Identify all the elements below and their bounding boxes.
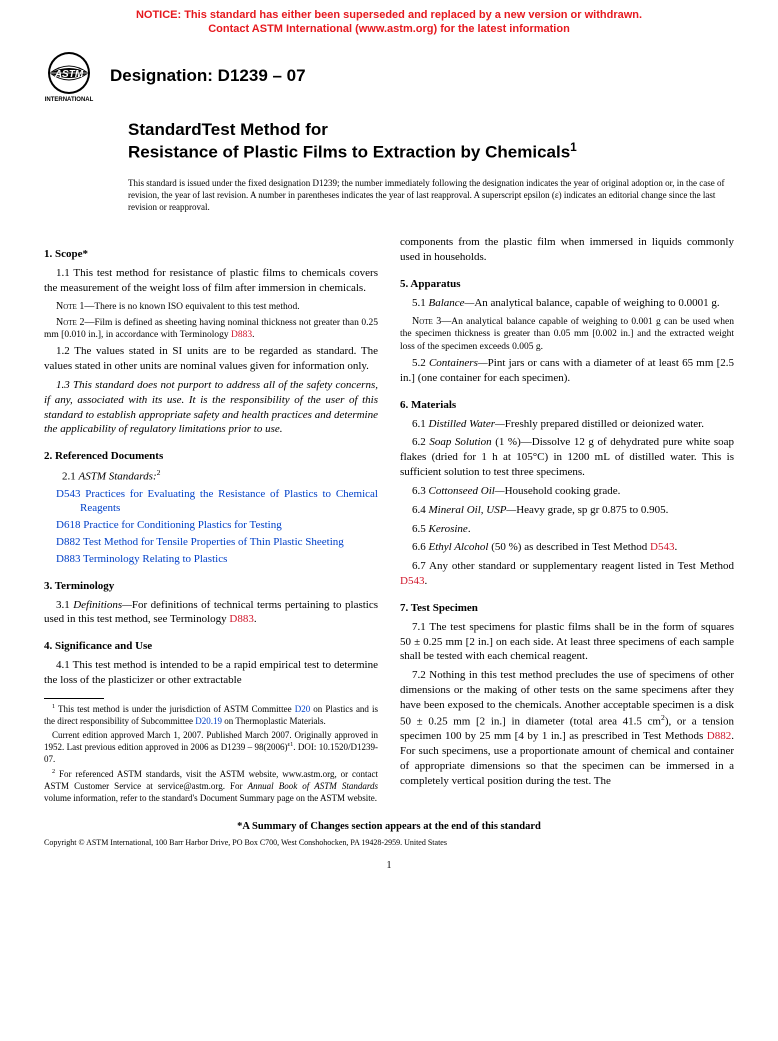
left-column: 1. Scope* 1.1 This test method for resis… <box>44 235 378 806</box>
footnote-1b: Current edition approved March 1, 2007. … <box>44 729 378 765</box>
right-column: components from the plastic film when im… <box>400 235 734 806</box>
footnote-2: 2 For referenced ASTM standards, visit t… <box>44 768 378 804</box>
section-4-head: 4. Significance and Use <box>44 639 378 654</box>
footnote-divider <box>44 698 104 699</box>
para-4-1: 4.1 This test method is intended to be a… <box>44 658 378 688</box>
para-4-1-cont: components from the plastic film when im… <box>400 235 734 265</box>
para-2-1: 2.1 ASTM Standards:2 <box>44 468 378 485</box>
para-6-1: 6.1 Distilled Water—Freshly prepared dis… <box>400 417 734 432</box>
para-5-2: 5.2 Containers—Pint jars or cans with a … <box>400 356 734 386</box>
para-5-1: 5.1 Balance—An analytical balance, capab… <box>400 296 734 311</box>
para-3-1: 3.1 Definitions—For definitions of techn… <box>44 598 378 628</box>
header: ASTM INTERNATIONAL Designation: D1239 – … <box>0 41 778 109</box>
ref-d883: D883 Terminology Relating to Plastics <box>56 552 378 567</box>
title: StandardTest Method for Resistance of Pl… <box>0 109 778 169</box>
section-5-head: 5. Apparatus <box>400 277 734 292</box>
para-6-6: 6.6 Ethyl Alcohol (50 %) as described in… <box>400 540 734 555</box>
section-1-head: 1. Scope* <box>44 247 378 262</box>
section-3-head: 3. Terminology <box>44 579 378 594</box>
svg-text:ASTM: ASTM <box>54 69 84 80</box>
para-6-4: 6.4 Mineral Oil, USP—Heavy grade, sp gr … <box>400 503 734 518</box>
para-6-2: 6.2 Soap Solution (1 %)—Dissolve 12 g of… <box>400 435 734 480</box>
issuance-note: This standard is issued under the fixed … <box>0 169 778 219</box>
para-1-2: 1.2 The values stated in SI units are to… <box>44 344 378 374</box>
copyright: Copyright © ASTM International, 100 Barr… <box>0 838 778 853</box>
svg-text:INTERNATIONAL: INTERNATIONAL <box>45 97 94 103</box>
designation: Designation: D1239 – 07 <box>110 65 306 88</box>
ref-d543: D543 Practices for Evaluating the Resist… <box>56 487 378 517</box>
section-6-head: 6. Materials <box>400 398 734 413</box>
para-7-2: 7.2 Nothing in this test method preclude… <box>400 668 734 788</box>
note-3: Note 3—An analytical balance capable of … <box>400 315 734 354</box>
astm-logo: ASTM INTERNATIONAL <box>40 51 98 103</box>
notice-banner: NOTICE: This standard has either been su… <box>0 0 778 41</box>
footnote-1: 1 This test method is under the jurisdic… <box>44 703 378 727</box>
page-number: 1 <box>0 853 778 885</box>
ref-d882: D882 Test Method for Tensile Properties … <box>56 535 378 550</box>
section-2-head: 2. Referenced Documents <box>44 449 378 464</box>
summary-note: *A Summary of Changes section appears at… <box>0 814 778 838</box>
para-6-7: 6.7 Any other standard or supplementary … <box>400 559 734 589</box>
para-6-3: 6.3 Cottonseed Oil—Household cooking gra… <box>400 484 734 499</box>
para-1-1: 1.1 This test method for resistance of p… <box>44 266 378 296</box>
ref-d618: D618 Practice for Conditioning Plastics … <box>56 518 378 533</box>
section-7-head: 7. Test Specimen <box>400 601 734 616</box>
para-7-1: 7.1 The test specimens for plastic films… <box>400 620 734 665</box>
note-1: Note 1—There is no known ISO equivalent … <box>44 300 378 314</box>
para-1-3: 1.3 This standard does not purport to ad… <box>44 378 378 437</box>
para-6-5: 6.5 Kerosine. <box>400 522 734 537</box>
note-2: Note 2—Film is defined as sheeting havin… <box>44 316 378 343</box>
body-columns: 1. Scope* 1.1 This test method for resis… <box>0 219 778 814</box>
